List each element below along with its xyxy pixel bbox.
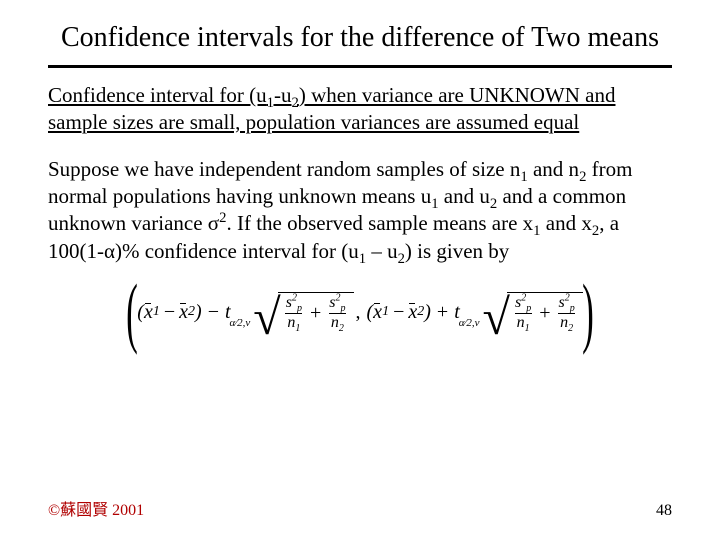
slide-title: Confidence intervals for the difference … [48, 20, 672, 55]
body-paragraph: Suppose we have independent random sampl… [48, 156, 672, 265]
right-paren-close: ) [582, 281, 594, 343]
left-paren-open: ( [126, 281, 138, 343]
slide-number: 48 [656, 502, 672, 520]
sqrt-right: √ s2p n1 + s2p n2 [483, 292, 583, 332]
footer-copyright: ©蘇國賢 2001 [48, 496, 144, 520]
sqrt-left: √ s2p n1 + s2p n2 [253, 292, 353, 332]
title-rule [48, 65, 672, 68]
subheading: Confidence interval for (u1-u2) when var… [48, 82, 672, 136]
formula: ( (x1−x2) − tα⁄2,ν √ s2p n1 + s2p n2 , (… [48, 281, 672, 343]
